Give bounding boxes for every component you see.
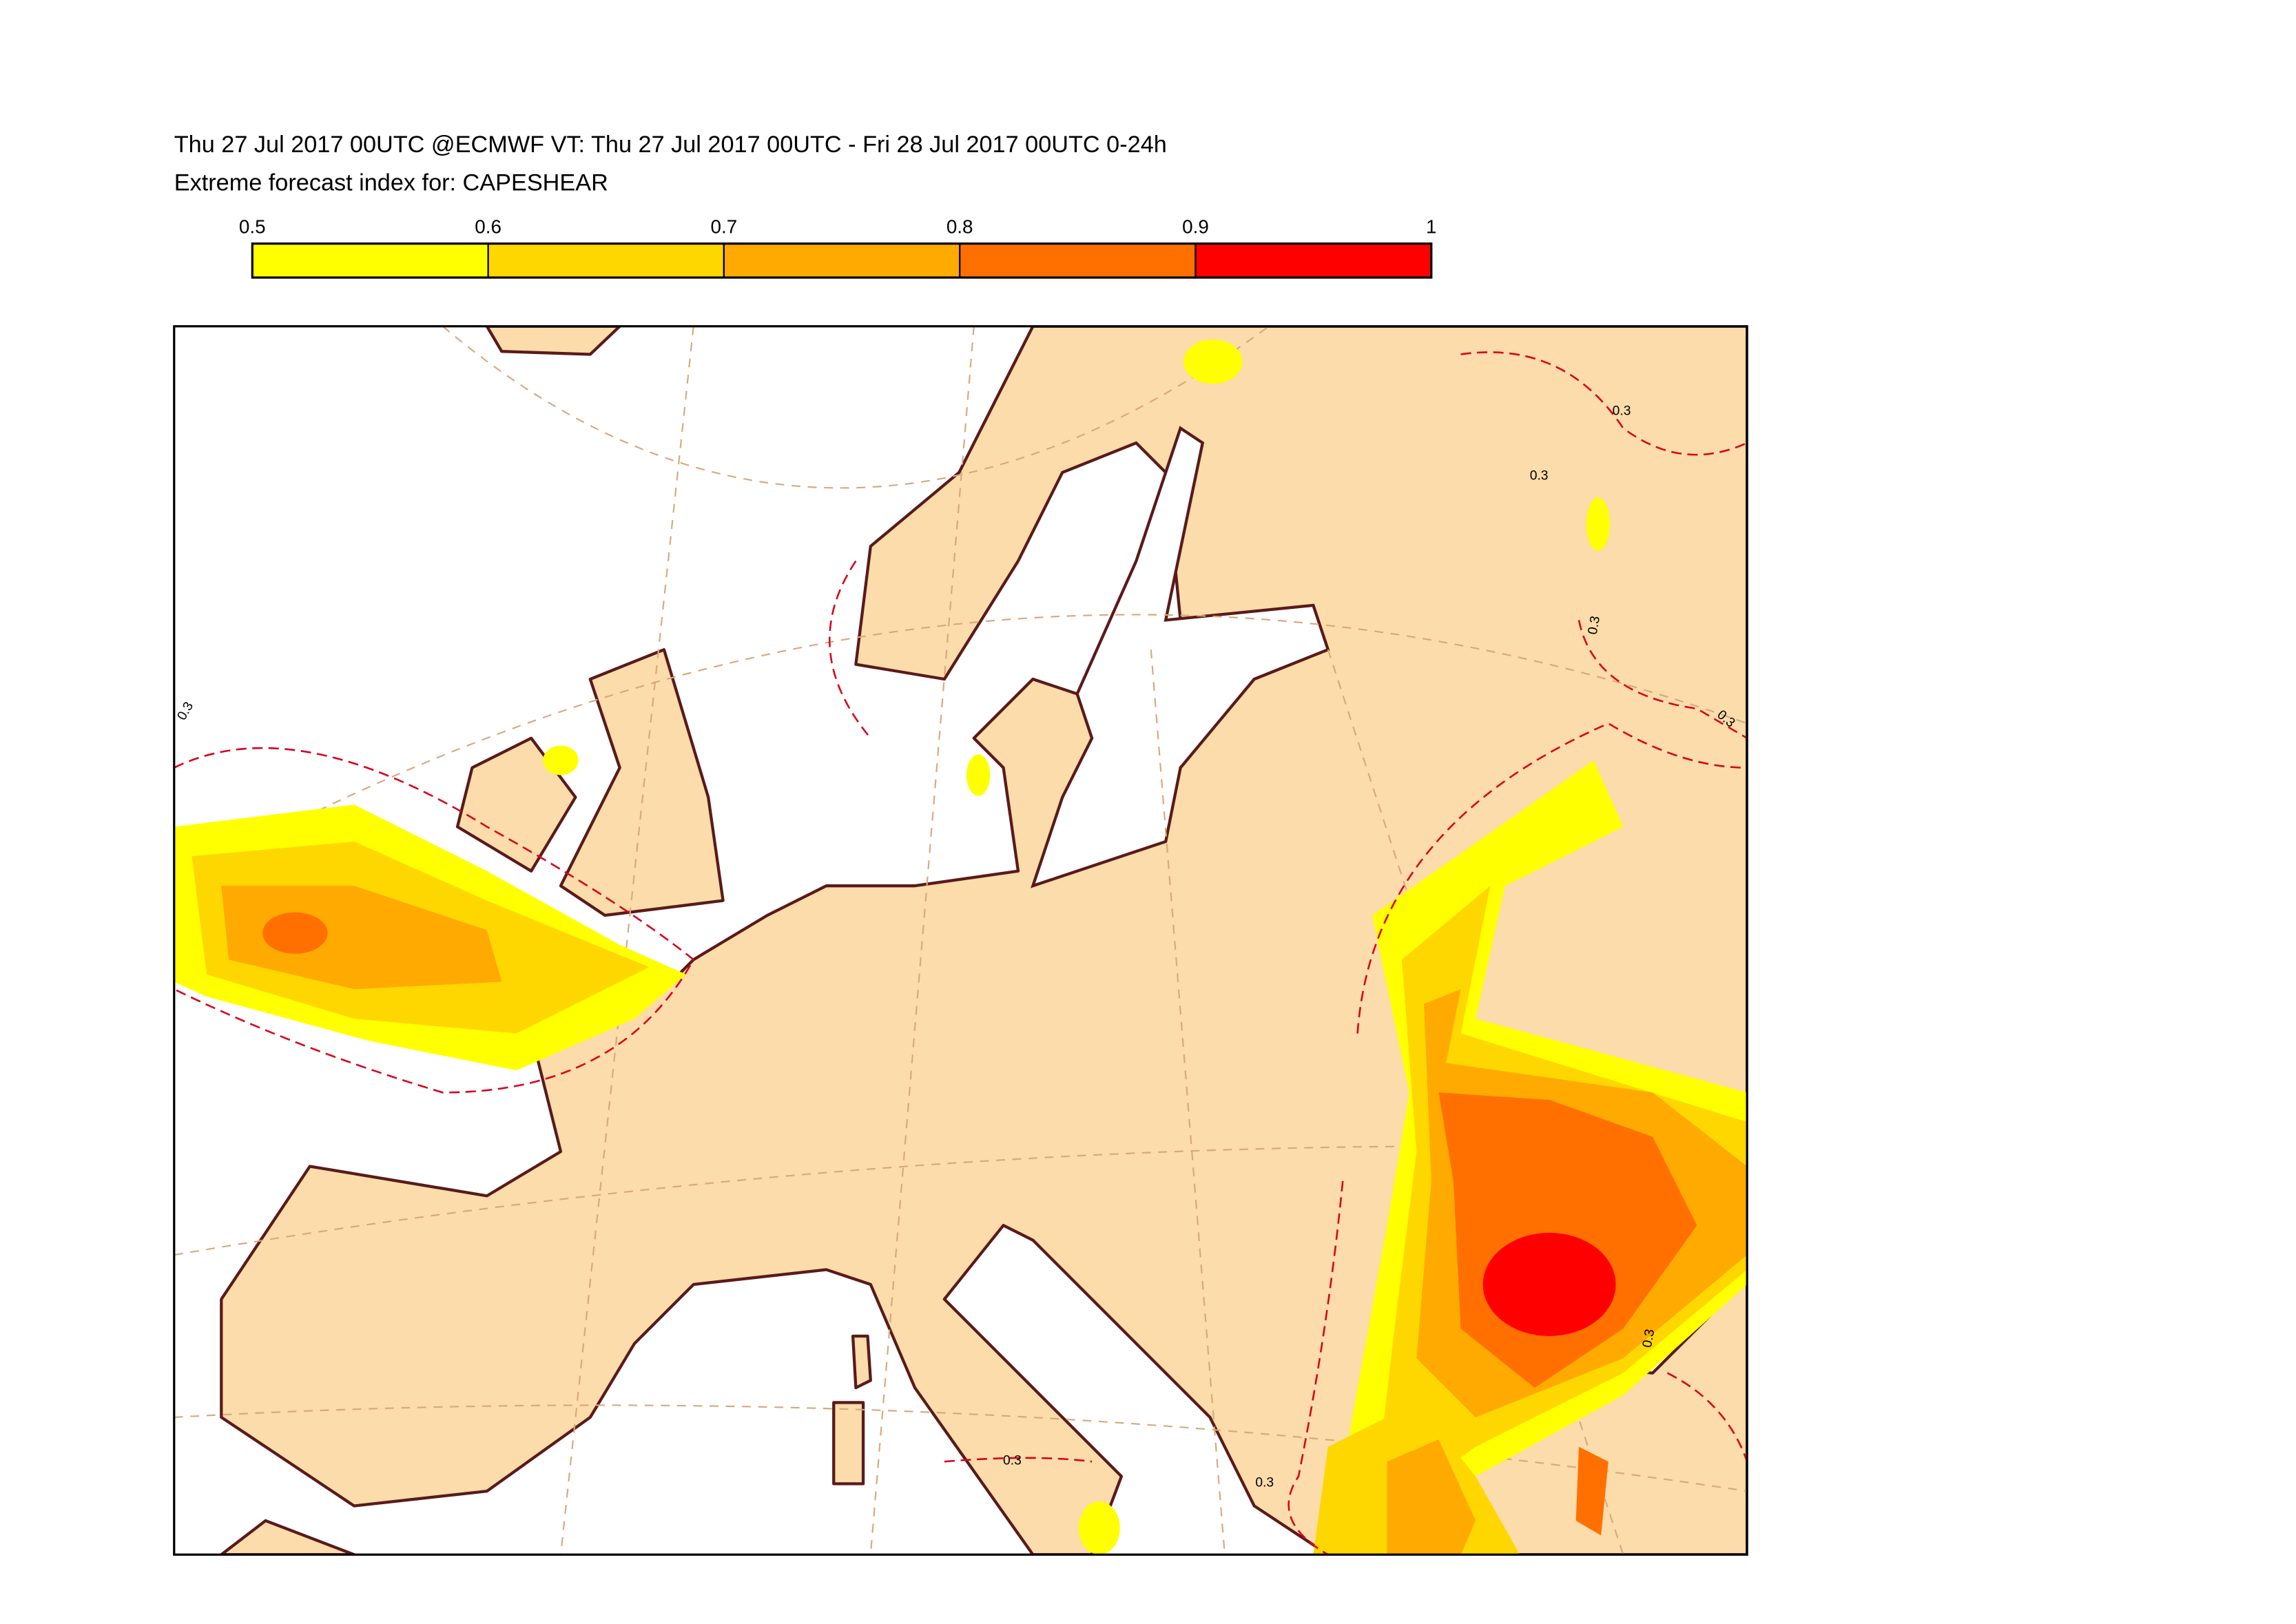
contour-label: 0.3 <box>1586 615 1603 636</box>
contour-line <box>1460 351 1748 456</box>
sardinia <box>832 1401 865 1486</box>
colorbar-box <box>723 242 961 279</box>
corsica <box>851 1334 872 1390</box>
contour-line <box>944 1457 1093 1463</box>
colorbar-box <box>487 242 725 279</box>
map-frame <box>173 325 1748 1556</box>
contour-label: 0.3 <box>1640 1328 1657 1349</box>
iceland-edge <box>485 326 621 356</box>
colorbar-tick-label: 0.8 <box>947 216 973 238</box>
colorbar-outline <box>251 242 1433 279</box>
colorbar-box <box>959 242 1197 279</box>
field-spot <box>966 754 991 796</box>
field-east-red <box>1482 1232 1616 1336</box>
contour-label: 0.3 <box>1613 404 1631 418</box>
baltic-sea <box>1031 426 1330 888</box>
field-anatolia <box>1575 1446 1609 1536</box>
graticule-line <box>174 614 1748 887</box>
index-field <box>174 340 1748 1555</box>
map-area: 0.30.30.30.30.30.30.30.3 <box>174 326 1748 1555</box>
mainland <box>220 326 1748 1555</box>
colorbar-box <box>251 242 489 279</box>
field-west-dark <box>262 912 328 954</box>
colorbar-box <box>1194 242 1432 279</box>
colorbar-tick-label: 0.9 <box>1182 216 1209 238</box>
field-balkan-core <box>1387 1439 1476 1555</box>
graticule-line <box>559 326 694 1555</box>
colorbar-tick-label: 0.5 <box>239 216 266 238</box>
north-africa <box>220 1519 356 1555</box>
contours <box>174 351 1748 1555</box>
contour-line <box>1287 1180 1344 1555</box>
field-west-orange <box>221 886 502 990</box>
great-britain <box>559 648 725 917</box>
contour-line <box>174 747 695 1094</box>
colorbar-tick-label: 1 <box>1426 216 1436 238</box>
contour-label: 0.3 <box>1003 1453 1022 1468</box>
field-spot <box>543 745 579 775</box>
title-line-2: Extreme forecast index for: CAPESHEAR <box>174 170 608 196</box>
contour-label: 0.3 <box>1255 1476 1274 1490</box>
colorbar-tick-label: 0.6 <box>475 216 501 238</box>
contour-line <box>1666 1372 1748 1462</box>
graticule-line <box>1150 649 1225 1555</box>
field-spot <box>1183 340 1243 384</box>
land <box>220 326 1748 1555</box>
colorbar: 0.5 0.6 0.7 0.8 0.9 1 <box>239 216 1437 279</box>
contour-line <box>1578 620 1748 739</box>
title-line-1: Thu 27 Jul 2017 00UTC @ECMWF VT: Thu 27 … <box>174 132 1167 158</box>
graticule-line <box>442 326 1270 489</box>
colorbar-tick-label: 0.7 <box>711 216 738 238</box>
contour-line <box>1356 722 1748 1034</box>
contour-line <box>829 560 871 739</box>
field-spot <box>1586 497 1610 551</box>
graticule-line <box>869 326 975 1555</box>
field-spot <box>1078 1501 1120 1555</box>
contour-label: 0.3 <box>1530 469 1549 483</box>
